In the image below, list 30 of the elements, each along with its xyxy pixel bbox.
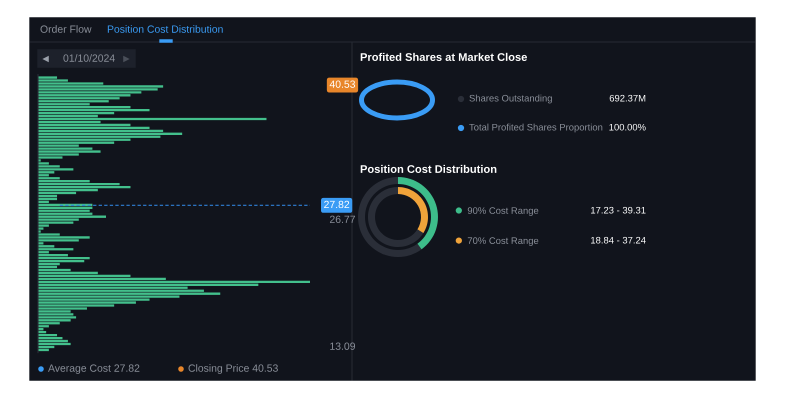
text: 100.00% <box>609 124 646 131</box>
chart-title: Position Cost Distribution <box>360 164 496 173</box>
bar <box>38 216 106 218</box>
ref-line-label: 27.82 <box>324 200 350 208</box>
text: Average Cost 27.82 <box>48 364 140 374</box>
bar <box>38 168 74 170</box>
bar <box>38 248 74 250</box>
text: Total Profited Shares Proportion <box>469 124 602 132</box>
y-tick-label: 26.77 <box>330 216 355 224</box>
y-tick-label: 40.53 <box>330 80 356 88</box>
y-tick-label: 13.09 <box>330 342 356 350</box>
bar <box>38 210 90 212</box>
legend-label: 70% Cost Range <box>468 237 538 246</box>
bar <box>38 257 90 260</box>
text: Closing Price 40.53 <box>188 364 278 374</box>
bar <box>38 316 76 319</box>
text: Position Cost Distribution <box>108 25 223 33</box>
legend-label: 90% Cost Range <box>468 207 538 216</box>
text: 01/10/2024 <box>63 54 115 62</box>
bar <box>38 108 150 112</box>
text: 692.37M <box>610 94 646 102</box>
text: 17.23 - 39.31 <box>591 206 646 214</box>
bar <box>38 280 310 283</box>
bar <box>38 292 220 295</box>
bar <box>38 132 182 135</box>
text: Order Flow <box>40 25 92 33</box>
bar <box>38 206 92 209</box>
text: 18.84 - 37.24 <box>591 236 646 244</box>
text: Profited Shares at Market Close <box>360 52 527 61</box>
text: Shares Outstanding <box>469 94 552 104</box>
